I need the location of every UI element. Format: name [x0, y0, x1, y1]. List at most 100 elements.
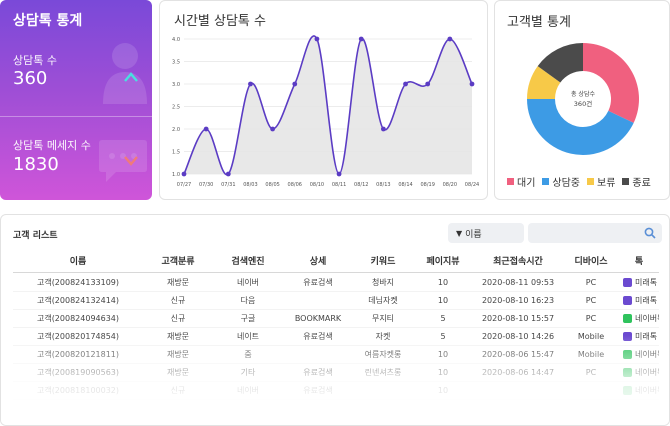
cell-talk: 네이버톡 [619, 364, 659, 381]
y-tick-label: 3.0 [172, 82, 180, 88]
up-arrow-icon [124, 72, 138, 82]
legend-item: 대기 [507, 174, 535, 189]
column-header-category[interactable]: 고객분류 [161, 257, 195, 267]
cell-detail: 유료검색 [303, 332, 333, 341]
cell-talk: 네이버톡 [619, 346, 659, 363]
table-row[interactable]: 고객(200824132414) 신규 다음 데님자켓 10 2020-08-10 16:… [13, 292, 659, 310]
legend-item: 보류 [587, 174, 615, 189]
column-header-name[interactable]: 이름 [69, 257, 87, 267]
x-tick-label: 08/12 [354, 182, 368, 188]
chat-icon [623, 296, 632, 305]
chat-bubble-icon [99, 140, 147, 182]
x-tick-label: 08/19 [420, 182, 434, 188]
cell-pageviews: 5 [440, 314, 446, 323]
cell-device: PC [585, 314, 597, 323]
column-header-search-engine[interactable]: 검색엔진 [231, 257, 265, 267]
y-tick-label: 2.5 [172, 105, 180, 111]
cell-last-access: 2020-08-06 14:47 [481, 368, 555, 377]
search-input[interactable] [528, 223, 662, 243]
cell-detail: 유료검색 [303, 368, 333, 377]
x-tick-label: 08/05 [265, 182, 279, 188]
data-point [248, 81, 253, 87]
x-tick-label: 07/31 [221, 182, 235, 188]
x-tick-label: 08/06 [288, 182, 302, 188]
column-header-detail[interactable]: 상세 [309, 257, 327, 267]
cell-search-engine: 다음 [240, 296, 256, 305]
legend-label: 대기 [517, 178, 536, 189]
cell-keyword: 자켓 [375, 332, 391, 341]
table-row[interactable]: 고객(200818100032) 신규 네이버 유료검색 10 네이버톡 [13, 382, 659, 400]
table-row[interactable]: 고객(200820174854) 재방문 네이트 유료검색 자켓 5 2020-08-10 … [13, 328, 659, 346]
cell-category: 신규 [170, 386, 186, 395]
cell-last-access: 2020-08-11 09:53 [481, 278, 555, 287]
legend-item: 상담중 [542, 174, 580, 189]
data-point [270, 126, 276, 132]
cell-category: 신규 [170, 314, 186, 323]
customer-list-card: 고객 리스트 ▼ 이름 이름 고객분류 검색엔진 상세 키워드 페이지뷰 최근접속시간 디바이… [0, 214, 670, 426]
cell-device: PC [585, 278, 597, 287]
column-header-keyword[interactable]: 키워드 [370, 257, 396, 267]
cell-search-engine: 네이버 [236, 386, 260, 395]
chat-icon [623, 278, 632, 287]
legend-label: 종료 [632, 178, 651, 189]
table-body: 고객(200824133109) 재방문 네이버 유료검색 청바지 10 2020-08-1… [13, 274, 659, 400]
down-arrow-icon [124, 156, 138, 166]
x-tick-label: 07/30 [199, 182, 213, 188]
cell-last-access: 2020-08-06 15:47 [481, 350, 555, 359]
cell-search-engine: 줌 [244, 350, 252, 359]
cell-search-engine: 기타 [240, 368, 256, 377]
data-point [358, 36, 364, 42]
column-header-last-access[interactable]: 최근접속시간 [493, 257, 543, 267]
line-series [183, 35, 473, 176]
cell-last-access: 2020-08-10 15:57 [481, 314, 555, 323]
x-tick-label: 08/24 [465, 182, 479, 188]
cell-talk: 미래톡 [619, 328, 659, 345]
cell-talk: 미래톡 [619, 274, 659, 291]
data-point [292, 81, 298, 87]
chat-icon [623, 386, 632, 395]
cell-pageviews: 10 [437, 296, 449, 305]
sort-select[interactable]: ▼ 이름 [448, 223, 524, 243]
data-point [203, 126, 209, 132]
legend-swatch [542, 178, 550, 185]
y-tick-label: 1.0 [172, 172, 180, 178]
search-icon[interactable] [644, 227, 656, 239]
customer-stats-title: 고객별 통계 [507, 15, 571, 30]
message-count-value: 1830 [13, 154, 59, 175]
cell-keyword: 데님자켓 [368, 296, 398, 305]
legend-swatch [587, 178, 595, 185]
cell-pageviews: 10 [437, 368, 449, 377]
table-row[interactable]: 고객(200819090563) 재방문 기타 유료검색 린넨셔츠롱 10 2020-08-… [13, 364, 659, 382]
data-point [380, 126, 386, 132]
y-tick-label: 1.5 [172, 150, 180, 156]
column-header-device[interactable]: 디바이스 [574, 257, 608, 267]
table-row[interactable]: 고객(200820121811) 재방문 줌 여름자켓롱 10 2020-08-06 15… [13, 346, 659, 364]
cell-category: 재방문 [166, 332, 190, 341]
hourly-chart-title: 시간별 상담톡 수 [174, 14, 266, 29]
column-header-pageviews[interactable]: 페이지뷰 [426, 257, 460, 267]
y-tick-label: 2.0 [172, 127, 180, 133]
cell-name: 고객(200824132414) [36, 296, 120, 305]
line-chart: 1.0 1.5 2.0 2.5 3.0 3.5 4.0 07/27 07/30 07/31 08/0… [172, 35, 479, 188]
column-header-talk[interactable]: 톡 [634, 257, 644, 267]
cell-name: 고객(200818100032) [36, 386, 120, 395]
data-point [469, 81, 475, 87]
cell-last-access: 2020-08-10 16:23 [481, 296, 555, 305]
cell-device: PC [585, 368, 597, 377]
x-tick-label: 08/20 [443, 182, 457, 188]
cell-pageviews: 10 [437, 278, 449, 287]
cell-device [563, 382, 619, 399]
cell-category: 재방문 [166, 278, 190, 287]
y-tick-label: 4.0 [172, 37, 180, 43]
sort-select-value: 이름 [465, 229, 482, 240]
consult-stats-card: 상담톡 통계 상담톡 수 360 상담톡 메세지 수 1830 [0, 0, 152, 200]
data-point [225, 171, 231, 177]
chat-icon [623, 314, 632, 323]
cell-device: PC [585, 296, 597, 305]
cell-pageviews: 10 [437, 386, 449, 395]
table-row[interactable]: 고객(200824133109) 재방문 네이버 유료검색 청바지 10 2020-08-1… [13, 274, 659, 292]
stat-divider [0, 116, 152, 117]
table-row[interactable]: 고객(200824094634) 신규 구글 BOOKMARK 무지티 5 2020-08-… [13, 310, 659, 328]
cell-detail [283, 346, 353, 363]
